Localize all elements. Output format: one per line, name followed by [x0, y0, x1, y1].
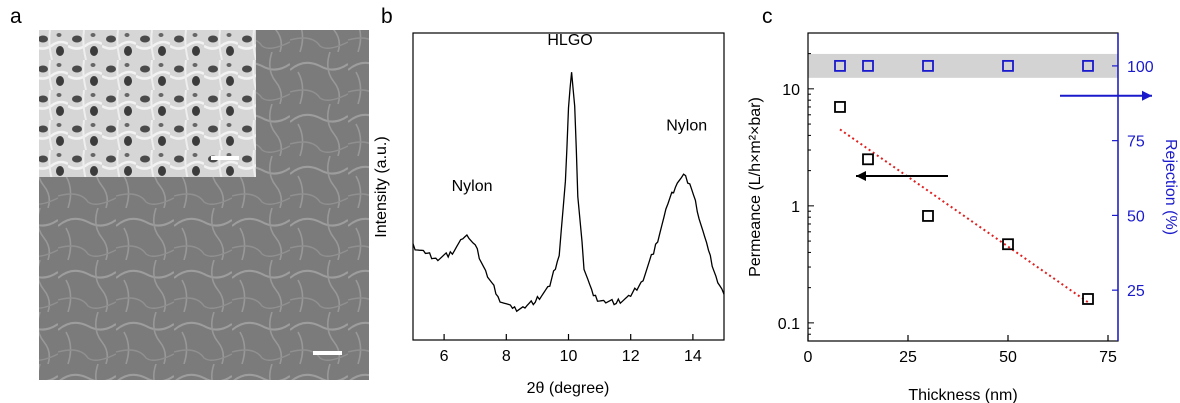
sem-image [39, 30, 369, 380]
axis-label-x-c: Thickness (nm) [908, 387, 1017, 403]
rejection-point [922, 59, 934, 72]
x-tick-label-b: 10 [560, 348, 578, 365]
axis-label-y-c: Permeance (L/h×m²×bar) [747, 97, 764, 277]
rejection-band-layer [808, 53, 1118, 78]
axis-label-y-b: Intensity (a.u.) [373, 136, 390, 237]
y-tick-label-c: 10 [782, 82, 800, 99]
x-tick-label-c: 0 [804, 349, 813, 366]
y2-tick-label-c: 75 [1127, 134, 1145, 151]
peak-annotation: Nylon [452, 178, 493, 195]
permeance-point [862, 153, 874, 166]
right-arrow-head [1142, 90, 1152, 101]
rejection-band [808, 53, 1118, 78]
y2-tick-label-c: 100 [1127, 59, 1154, 76]
y2-tick-label-c: 25 [1127, 283, 1145, 300]
x-tick-label-c: 75 [1099, 349, 1117, 366]
inset-scale-bar [211, 156, 239, 160]
x-tick-label-c: 25 [899, 349, 917, 366]
left-arrow-head [856, 170, 866, 181]
permeance-point [922, 210, 934, 222]
y-tick-label-c: 0.1 [778, 316, 800, 333]
y-tick-label-c: 1 [791, 199, 800, 216]
xrd-trace [412, 72, 725, 313]
panel-label-a: a [10, 5, 22, 28]
rejection-point [1002, 59, 1014, 72]
rejection-point [862, 59, 874, 72]
sem-inset-micrograph [39, 30, 256, 177]
permeance-point [1002, 238, 1014, 251]
x-tick-label-b: 8 [502, 348, 511, 365]
permeance-point [834, 101, 846, 113]
x-tick-label-b: 6 [440, 348, 449, 365]
panel-label-b: b [381, 5, 393, 28]
panel-b-xrd-plot: 2θ (degree) Intensity (a.u.) 6 8 10 12 14 Nyl… [373, 32, 725, 397]
axis-label-y2-c: Rejection (%) [1162, 139, 1179, 235]
axis-label-x-b: 2θ (degree) [527, 380, 610, 397]
rejection-point [1082, 59, 1094, 72]
permeance-fit-line [839, 128, 1089, 304]
x-tick-label-b: 12 [622, 348, 640, 365]
x-tick-label-c: 50 [999, 349, 1017, 366]
y2-tick-label-c: 50 [1127, 208, 1145, 225]
rejection-point [834, 59, 846, 72]
panel-c-permeance-plot: Thickness (nm) Permeance (L/h×m²×bar) Re… [747, 32, 1179, 403]
panel-label-c: c [762, 5, 773, 28]
peak-annotation: Nylon [666, 117, 707, 134]
permeance-point [1082, 293, 1094, 305]
x-tick-label-b: 14 [684, 348, 702, 365]
peak-annotation: HLGO [547, 32, 592, 49]
main-scale-bar [313, 351, 342, 355]
plot-frame-c [807, 32, 1119, 342]
